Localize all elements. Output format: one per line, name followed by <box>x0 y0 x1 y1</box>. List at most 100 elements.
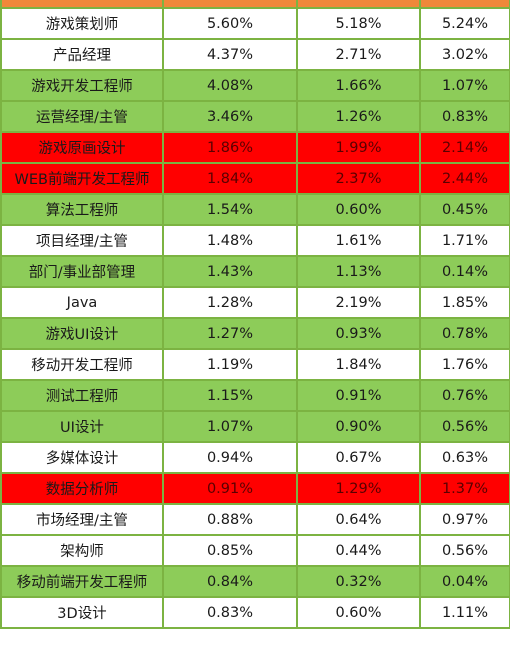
ratio-cell-3: 0.97% <box>419 503 510 536</box>
job-title-cell: 3D设计 <box>0 596 164 629</box>
header-row <box>0 0 510 9</box>
header-cell-name <box>0 0 164 9</box>
ratio-cell-2: 0.44% <box>296 534 421 567</box>
table-row: UI设计 1.07% 0.90% 0.56% <box>0 410 510 443</box>
ratio-cell-3: 1.76% <box>419 348 510 381</box>
ratio-cell-3: 1.07% <box>419 69 510 102</box>
table-row: 游戏策划师 5.60% 5.18% 5.24% <box>0 7 510 40</box>
job-title-cell: 部门/事业部管理 <box>0 255 164 288</box>
table-row: 项目经理/主管 1.48% 1.61% 1.71% <box>0 224 510 257</box>
ratio-cell-1: 1.84% <box>162 162 298 195</box>
ratio-cell-1: 1.54% <box>162 193 298 226</box>
ratio-cell-3: 0.63% <box>419 441 510 474</box>
ratio-cell-3: 1.71% <box>419 224 510 257</box>
ratio-cell-1: 1.28% <box>162 286 298 319</box>
ratio-cell-3: 0.83% <box>419 100 510 133</box>
ratio-cell-1: 1.07% <box>162 410 298 443</box>
job-title-cell: WEB前端开发工程师 <box>0 162 164 195</box>
job-title-cell: 测试工程师 <box>0 379 164 412</box>
table-row: 游戏开发工程师 4.08% 1.66% 1.07% <box>0 69 510 102</box>
ratio-cell-3: 1.37% <box>419 472 510 505</box>
job-title-cell: 移动前端开发工程师 <box>0 565 164 598</box>
ratio-cell-3: 0.56% <box>419 410 510 443</box>
table-row: 产品经理 4.37% 2.71% 3.02% <box>0 38 510 71</box>
ratio-cell-1: 0.85% <box>162 534 298 567</box>
table-row: 算法工程师 1.54% 0.60% 0.45% <box>0 193 510 226</box>
job-title-cell: 游戏开发工程师 <box>0 69 164 102</box>
ratio-cell-2: 1.61% <box>296 224 421 257</box>
table-row: 架构师 0.85% 0.44% 0.56% <box>0 534 510 567</box>
ratio-cell-1: 0.91% <box>162 472 298 505</box>
ratio-cell-2: 1.66% <box>296 69 421 102</box>
ratio-cell-2: 0.90% <box>296 410 421 443</box>
table-row: 多媒体设计 0.94% 0.67% 0.63% <box>0 441 510 474</box>
ratio-cell-3: 3.02% <box>419 38 510 71</box>
job-title-cell: 产品经理 <box>0 38 164 71</box>
ratio-cell-1: 4.37% <box>162 38 298 71</box>
job-title-cell: 游戏UI设计 <box>0 317 164 350</box>
ratio-cell-3: 0.45% <box>419 193 510 226</box>
ratio-cell-1: 1.15% <box>162 379 298 412</box>
table-row: Java 1.28% 2.19% 1.85% <box>0 286 510 319</box>
ratio-cell-2: 0.60% <box>296 596 421 629</box>
ratio-cell-2: 1.99% <box>296 131 421 164</box>
table-row: 3D设计 0.83% 0.60% 1.11% <box>0 596 510 629</box>
ratio-cell-1: 0.83% <box>162 596 298 629</box>
ratio-cell-1: 4.08% <box>162 69 298 102</box>
ratio-cell-2: 2.19% <box>296 286 421 319</box>
job-title-cell: 数据分析师 <box>0 472 164 505</box>
ratio-cell-3: 0.78% <box>419 317 510 350</box>
ratio-cell-3: 0.14% <box>419 255 510 288</box>
ratio-cell-2: 1.26% <box>296 100 421 133</box>
ratio-cell-3: 2.44% <box>419 162 510 195</box>
ratio-cell-1: 0.88% <box>162 503 298 536</box>
ratio-cell-2: 1.84% <box>296 348 421 381</box>
table-header <box>0 0 510 9</box>
table-row: 运营经理/主管 3.46% 1.26% 0.83% <box>0 100 510 133</box>
ratio-cell-2: 5.18% <box>296 7 421 40</box>
job-title-cell: 项目经理/主管 <box>0 224 164 257</box>
ratio-cell-3: 0.04% <box>419 565 510 598</box>
ratio-cell-2: 0.93% <box>296 317 421 350</box>
ratio-cell-3: 0.76% <box>419 379 510 412</box>
job-title-cell: Java <box>0 286 164 319</box>
ratio-cell-1: 1.19% <box>162 348 298 381</box>
ratio-cell-1: 3.46% <box>162 100 298 133</box>
ratio-cell-1: 1.86% <box>162 131 298 164</box>
table-row: 市场经理/主管 0.88% 0.64% 0.97% <box>0 503 510 536</box>
ratio-cell-1: 5.60% <box>162 7 298 40</box>
job-title-cell: 多媒体设计 <box>0 441 164 474</box>
ratio-cell-3: 5.24% <box>419 7 510 40</box>
job-title-cell: 移动开发工程师 <box>0 348 164 381</box>
job-title-cell: 市场经理/主管 <box>0 503 164 536</box>
ratio-cell-3: 1.11% <box>419 596 510 629</box>
ratio-cell-2: 1.13% <box>296 255 421 288</box>
table-row: 部门/事业部管理 1.43% 1.13% 0.14% <box>0 255 510 288</box>
header-cell-2 <box>296 0 421 9</box>
table-row: 移动前端开发工程师 0.84% 0.32% 0.04% <box>0 565 510 598</box>
table-row: 游戏原画设计 1.86% 1.99% 2.14% <box>0 131 510 164</box>
ratio-cell-2: 0.32% <box>296 565 421 598</box>
table-row: 数据分析师 0.91% 1.29% 1.37% <box>0 472 510 505</box>
ratio-cell-1: 1.48% <box>162 224 298 257</box>
header-cell-1 <box>162 0 298 9</box>
job-title-cell: UI设计 <box>0 410 164 443</box>
ratio-cell-2: 0.67% <box>296 441 421 474</box>
table-row: 移动开发工程师 1.19% 1.84% 1.76% <box>0 348 510 381</box>
ratio-cell-2: 0.91% <box>296 379 421 412</box>
ratio-cell-3: 2.14% <box>419 131 510 164</box>
ratio-cell-2: 0.60% <box>296 193 421 226</box>
header-cell-3 <box>419 0 510 9</box>
salary-ratio-table: 游戏策划师 5.60% 5.18% 5.24% 产品经理 4.37% 2.71% 3.02% 游… <box>0 0 510 629</box>
job-title-cell: 算法工程师 <box>0 193 164 226</box>
ratio-cell-2: 0.64% <box>296 503 421 536</box>
ratio-cell-3: 0.56% <box>419 534 510 567</box>
ratio-cell-3: 1.85% <box>419 286 510 319</box>
ratio-cell-2: 2.37% <box>296 162 421 195</box>
job-title-cell: 游戏原画设计 <box>0 131 164 164</box>
table-row: 测试工程师 1.15% 0.91% 0.76% <box>0 379 510 412</box>
job-title-cell: 运营经理/主管 <box>0 100 164 133</box>
job-title-cell: 架构师 <box>0 534 164 567</box>
job-title-cell: 游戏策划师 <box>0 7 164 40</box>
table-row: WEB前端开发工程师 1.84% 2.37% 2.44% <box>0 162 510 195</box>
